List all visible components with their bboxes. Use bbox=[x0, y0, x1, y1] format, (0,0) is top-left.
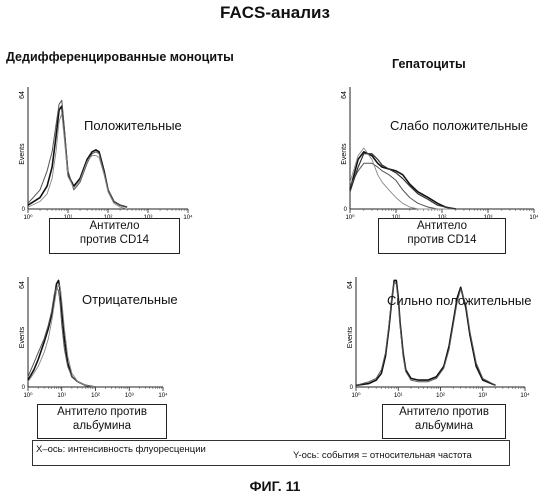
y-max-label: 64 bbox=[19, 281, 26, 289]
legend-y-axis: Y-ось: события = относительная частота bbox=[293, 450, 472, 461]
x-tick-label: 10⁰ bbox=[351, 392, 361, 399]
panel-description: Положительные bbox=[84, 118, 182, 133]
antibody-line: альбумина bbox=[38, 419, 166, 433]
histogram-top-left: 64Events010⁰10¹10²10³10⁴ bbox=[18, 85, 188, 220]
panel-description: Слабо положительные bbox=[390, 118, 528, 133]
antibody-label-box: Антитело против альбумина bbox=[382, 404, 506, 439]
antibody-label-box: Антитело против CD14 bbox=[49, 218, 180, 254]
x-tick-label: 10⁴ bbox=[158, 392, 168, 399]
x-tick-label: 10¹ bbox=[57, 393, 66, 399]
antibody-line: альбумина bbox=[383, 419, 505, 433]
page-title: FACS-анализ bbox=[0, 3, 550, 23]
antibody-line: Антитело против bbox=[383, 405, 505, 419]
y-axis-label: Events bbox=[19, 326, 26, 348]
column-heading-monocytes: Дедифференцированные моноциты bbox=[6, 50, 234, 64]
histogram-series-line bbox=[350, 154, 456, 209]
x-tick-label: 10³ bbox=[478, 393, 487, 399]
y-axis-label: Events bbox=[347, 326, 354, 348]
x-tick-label: 10² bbox=[91, 393, 100, 399]
histogram-series-line bbox=[350, 163, 456, 209]
histogram-series-line bbox=[28, 100, 127, 207]
x-tick-label: 10⁴ bbox=[520, 392, 530, 399]
legend-x-axis: X–ось: интенсивность флуоресценции bbox=[36, 444, 206, 455]
y-max-label: 64 bbox=[341, 91, 348, 99]
x-tick-label: 10⁴ bbox=[529, 214, 539, 221]
antibody-line: против CD14 bbox=[50, 233, 179, 247]
x-tick-label: 10¹ bbox=[394, 393, 403, 399]
x-tick-label: 10⁰ bbox=[23, 392, 33, 399]
antibody-line: Антитело bbox=[379, 219, 505, 233]
x-tick-label: 10² bbox=[436, 393, 445, 399]
antibody-line: Антитело bbox=[50, 219, 179, 233]
y-zero-label: 0 bbox=[350, 385, 354, 391]
panel-description: Сильно положительные bbox=[387, 293, 532, 308]
figure-label: ФИГ. 11 bbox=[0, 478, 550, 494]
antibody-label-box: Антитело против альбумина bbox=[37, 404, 167, 439]
antibody-line: Антитело против bbox=[38, 405, 166, 419]
column-heading-hepatocytes: Гепатоциты bbox=[392, 57, 466, 71]
histogram-series-line bbox=[350, 152, 456, 209]
y-axis-label: Events bbox=[19, 143, 26, 165]
antibody-line: против CD14 bbox=[379, 233, 505, 247]
x-tick-label: 10⁰ bbox=[23, 214, 33, 221]
y-axis-label: Events bbox=[341, 143, 348, 165]
panel-description: Отрицательные bbox=[82, 292, 178, 307]
axis-legend-box: X–ось: интенсивность флуоресценции Y-ось… bbox=[32, 440, 510, 466]
x-tick-label: 10⁰ bbox=[345, 214, 355, 221]
y-max-label: 64 bbox=[19, 91, 26, 99]
antibody-label-box: Антитело против CD14 bbox=[378, 218, 506, 254]
y-zero-label: 0 bbox=[22, 385, 26, 391]
x-tick-label: 10⁴ bbox=[183, 214, 193, 221]
y-zero-label: 0 bbox=[344, 207, 348, 213]
y-zero-label: 0 bbox=[22, 207, 26, 213]
x-tick-label: 10³ bbox=[125, 393, 134, 399]
y-max-label: 64 bbox=[347, 281, 354, 289]
histogram-top-right: 64Events010⁰10¹10²10³10⁴ bbox=[336, 85, 536, 220]
